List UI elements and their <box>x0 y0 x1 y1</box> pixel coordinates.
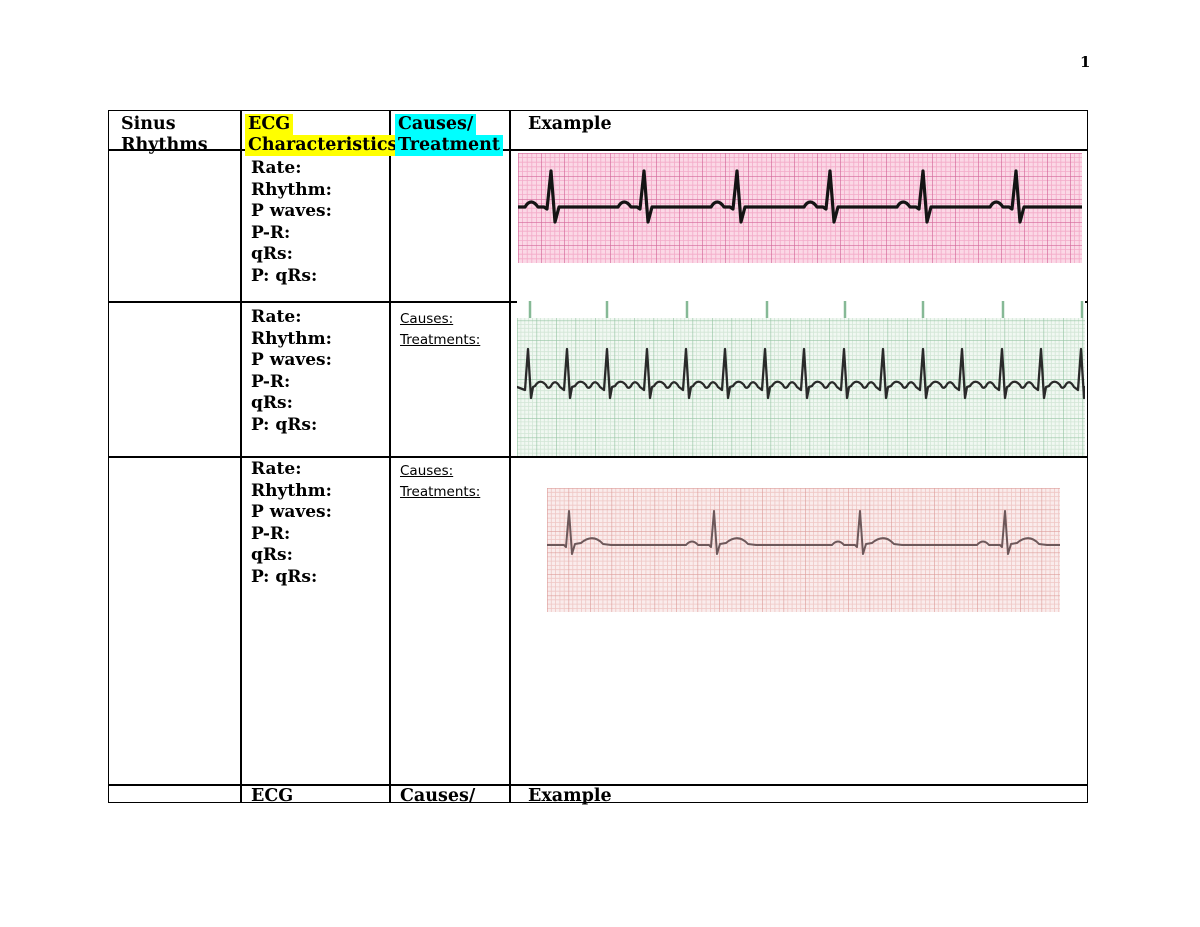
row1-qrs-label: qRs: <box>251 244 293 264</box>
header-example-label: Example <box>528 114 612 134</box>
row2-p-qrs-label: P: qRs: <box>251 414 318 435</box>
header-example: Example <box>528 114 615 135</box>
row2-causes-treatments: Causes: Treatments: <box>400 309 480 350</box>
header-sinus-line1: Sinus <box>121 114 176 134</box>
ecg-example-image-2 <box>515 301 1088 456</box>
header-ecg-characteristics: ECG Characteristics <box>245 114 401 156</box>
row1-pwaves-label: P waves: <box>251 201 332 221</box>
sinus-rhythms-table: Sinus Rhythms ECG Characteristics Causes… <box>108 110 1088 806</box>
row1-characteristics-fields: Rate: Rhythm: P waves: P-R: qRs: P: qRs: <box>251 158 332 287</box>
row1-rate-label: Rate: <box>251 158 302 178</box>
row2-pr-label: P-R: <box>251 371 291 392</box>
row2-qrs-label: qRs: <box>251 393 293 413</box>
row1-rhythm-label: Rhythm: <box>251 179 332 200</box>
row-divider-2 <box>109 456 1087 458</box>
header-ecg-line2: Characteristics <box>245 135 401 156</box>
header-ecg-line1: ECG <box>245 114 294 135</box>
row1-p-qrs-label: P: qRs: <box>251 265 318 286</box>
row-divider-header <box>109 149 1087 151</box>
row3-pr-label: P-R: <box>251 523 291 544</box>
row3-pwaves-label: P waves: <box>251 502 332 522</box>
next-header-example: Example <box>528 786 612 806</box>
next-header-causes: Causes/ <box>400 786 476 806</box>
row3-qrs-label: qRs: <box>251 545 293 565</box>
row2-pwaves-label: P waves: <box>251 350 332 370</box>
row3-rate-label: Rate: <box>251 459 302 479</box>
ecg-example-image-1 <box>516 153 1084 263</box>
header-causes-treatment: Causes/ Treatment <box>395 114 503 156</box>
row2-treatments-label: Treatments: <box>400 331 481 348</box>
row2-rate-label: Rate: <box>251 307 302 327</box>
row2-causes-label: Causes: <box>400 311 454 327</box>
header-causes-line1: Causes/ <box>395 114 477 135</box>
row3-p-qrs-label: P: qRs: <box>251 566 318 587</box>
row3-characteristics-fields: Rate: Rhythm: P waves: P-R: qRs: P: qRs: <box>251 459 332 588</box>
next-header-ecg: ECG <box>251 786 294 806</box>
row3-causes-treatments: Causes: Treatments: <box>400 461 480 502</box>
row3-treatments-label: Treatments: <box>400 483 481 500</box>
header-causes-line2: Treatment <box>395 135 503 156</box>
header-sinus-rhythms: Sinus Rhythms <box>121 114 211 156</box>
page-number: 1 <box>1080 53 1091 71</box>
header-sinus-line2: Rhythms <box>121 135 208 155</box>
ecg-example-image-3 <box>546 488 1061 612</box>
row2-characteristics-fields: Rate: Rhythm: P waves: P-R: qRs: P: qRs: <box>251 307 332 436</box>
row2-rhythm-label: Rhythm: <box>251 328 332 349</box>
row3-causes-label: Causes: <box>400 463 454 479</box>
row-divider-3 <box>109 784 1087 786</box>
row3-rhythm-label: Rhythm: <box>251 480 332 501</box>
row1-pr-label: P-R: <box>251 222 291 243</box>
